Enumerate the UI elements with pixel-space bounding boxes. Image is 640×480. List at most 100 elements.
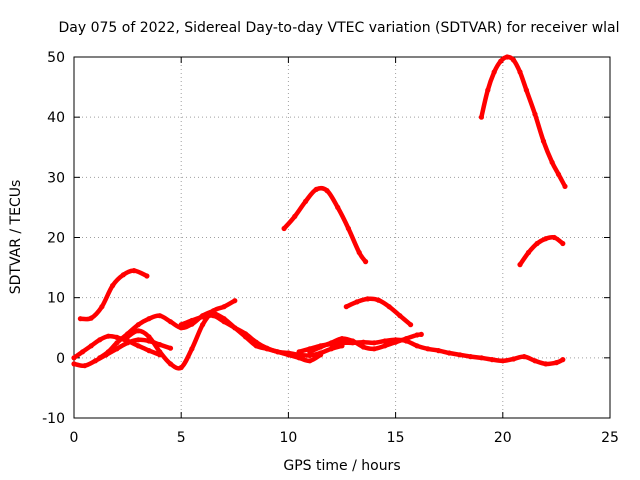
data-point (178, 364, 184, 371)
data-point (144, 273, 150, 279)
data-point (97, 337, 103, 343)
data-point (146, 334, 152, 340)
data-point (489, 357, 495, 363)
data-point (523, 87, 530, 93)
data-point (414, 343, 420, 349)
data-point (125, 334, 131, 340)
data-point (80, 349, 86, 355)
x-tick-label: 0 (70, 430, 79, 446)
data-point (553, 360, 560, 366)
data-point (313, 186, 319, 192)
data-point (167, 319, 174, 325)
data-point (120, 272, 126, 278)
data-point (307, 352, 313, 358)
data-point (510, 57, 517, 63)
series-line-arc-1 (78, 268, 150, 322)
data-point (221, 316, 227, 322)
data-point (125, 338, 131, 344)
data-point (307, 349, 313, 355)
data-point (335, 204, 341, 210)
data-point (521, 354, 527, 360)
data-point (382, 338, 388, 344)
data-point (99, 304, 105, 310)
data-point (189, 317, 195, 324)
data-point (371, 340, 377, 346)
data-point (517, 262, 523, 268)
data-point (339, 340, 345, 346)
data-point (210, 310, 216, 316)
data-point (92, 358, 98, 364)
data-point (517, 69, 523, 75)
data-point (350, 338, 356, 344)
data-point (534, 240, 540, 247)
data-point (296, 349, 302, 355)
data-point (296, 355, 302, 361)
data-point (425, 346, 431, 352)
data-point (543, 236, 549, 242)
series-line-arc-8 (296, 337, 566, 367)
data-point (478, 355, 484, 361)
data-point (510, 356, 517, 362)
data-point (397, 313, 403, 319)
data-point (345, 225, 351, 232)
data-point (285, 352, 291, 358)
data-point (382, 343, 388, 349)
data-point (135, 328, 141, 334)
data-point (200, 322, 206, 328)
x-tick-label: 25 (601, 430, 619, 446)
data-point (105, 349, 111, 355)
data-point (275, 349, 281, 355)
data-point (414, 332, 420, 338)
y-tick-label: -10 (42, 411, 65, 427)
x-tick-label: 20 (494, 430, 512, 446)
data-point (114, 340, 120, 346)
series-line-arc-13 (517, 234, 566, 267)
data-point (408, 322, 414, 328)
y-tick-label: 50 (47, 50, 65, 66)
x-tick-label: 10 (279, 430, 297, 446)
data-point (555, 171, 562, 177)
data-point (328, 340, 334, 346)
data-point (485, 87, 491, 93)
y-axis-label: SDTVAR / TECUs (8, 180, 24, 295)
grid (74, 57, 610, 418)
data-point (560, 240, 566, 247)
data-point (318, 344, 324, 350)
data-point (363, 259, 369, 265)
data-point (135, 322, 141, 328)
data-point (560, 357, 566, 363)
data-point (307, 358, 313, 364)
y-tick-label: 30 (47, 170, 65, 186)
data-point (403, 336, 409, 342)
y-tick-label: 40 (47, 110, 65, 126)
data-point (232, 298, 238, 304)
x-tick-label: 5 (177, 430, 186, 446)
data-point (393, 339, 399, 345)
data-point (457, 352, 463, 358)
data-point (281, 225, 287, 232)
axis-ticks: 0 5 10 15 20 25 -10 0 10 20 30 40 50 (42, 50, 619, 446)
data-point (562, 183, 568, 189)
data-point (88, 343, 94, 349)
data-point (110, 283, 116, 289)
data-point (478, 114, 484, 120)
series-line-arc-12 (479, 54, 568, 189)
series-group (71, 54, 568, 371)
data-point (131, 268, 137, 274)
data-point (532, 111, 538, 117)
y-tick-label: 20 (47, 231, 65, 247)
series-line-arc-10 (281, 185, 368, 264)
data-point (500, 358, 506, 364)
data-point (189, 346, 195, 352)
data-point (157, 342, 163, 348)
data-point (324, 188, 330, 194)
data-point (328, 346, 334, 352)
data-point (504, 54, 510, 60)
data-point (551, 234, 557, 241)
data-point (318, 352, 324, 358)
data-point (77, 316, 83, 322)
data-point (386, 304, 392, 310)
data-point (157, 313, 163, 319)
data-point (375, 297, 381, 303)
data-point (167, 361, 174, 367)
